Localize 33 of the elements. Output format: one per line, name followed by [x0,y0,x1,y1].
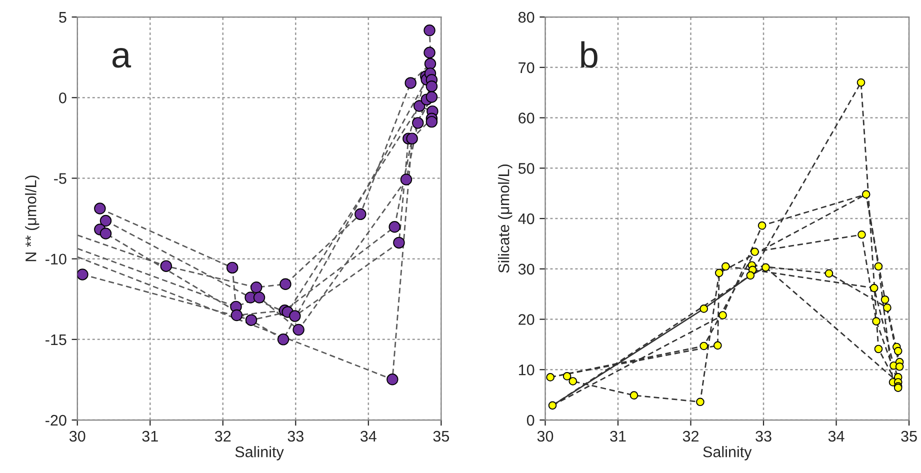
x-tick-label: 35 [433,430,450,442]
y-tick-label: 0 [526,414,534,426]
y-tick-label: 20 [518,314,534,325]
y-axis-title: Silicate (μmol/L) [498,164,512,273]
x-tick-label: 32 [682,430,698,442]
x-tick-label: 32 [214,430,231,442]
x-tick-label: 34 [828,430,844,442]
y-tick-label: 5 [59,12,66,23]
y-tick-label: 50 [518,163,534,174]
x-axis-title: Salinity [235,446,284,460]
x-tick-label: 33 [288,430,304,442]
y-tick-label: 30 [518,264,534,275]
annotation: a [112,48,132,68]
annotation: b [581,41,598,68]
y-tick-label: 0 [59,92,66,104]
y-tick-label: 70 [518,62,534,74]
y-tick-label: 60 [518,112,534,124]
y-axis-title: N ** (μmol/L) [25,176,40,262]
x-tick-label: 30 [537,430,554,442]
y-tick-label: -5 [54,173,66,184]
y-tick-label: -10 [46,254,66,265]
x-tick-label: 31 [610,430,626,442]
y-tick-label: -15 [46,334,66,346]
x-tick-label: 33 [756,430,772,442]
x-tick-label: 34 [360,430,376,442]
x-tick-label: 31 [142,430,158,442]
x-tick-label: 30 [69,430,86,442]
y-tick-label: 80 [518,12,534,23]
y-tick-label: -20 [46,414,66,426]
y-tick-label: 10 [518,364,534,376]
x-tick-label: 35 [901,430,917,442]
y-tick-label: 40 [518,213,534,224]
x-axis-title: Salinity [703,446,752,460]
